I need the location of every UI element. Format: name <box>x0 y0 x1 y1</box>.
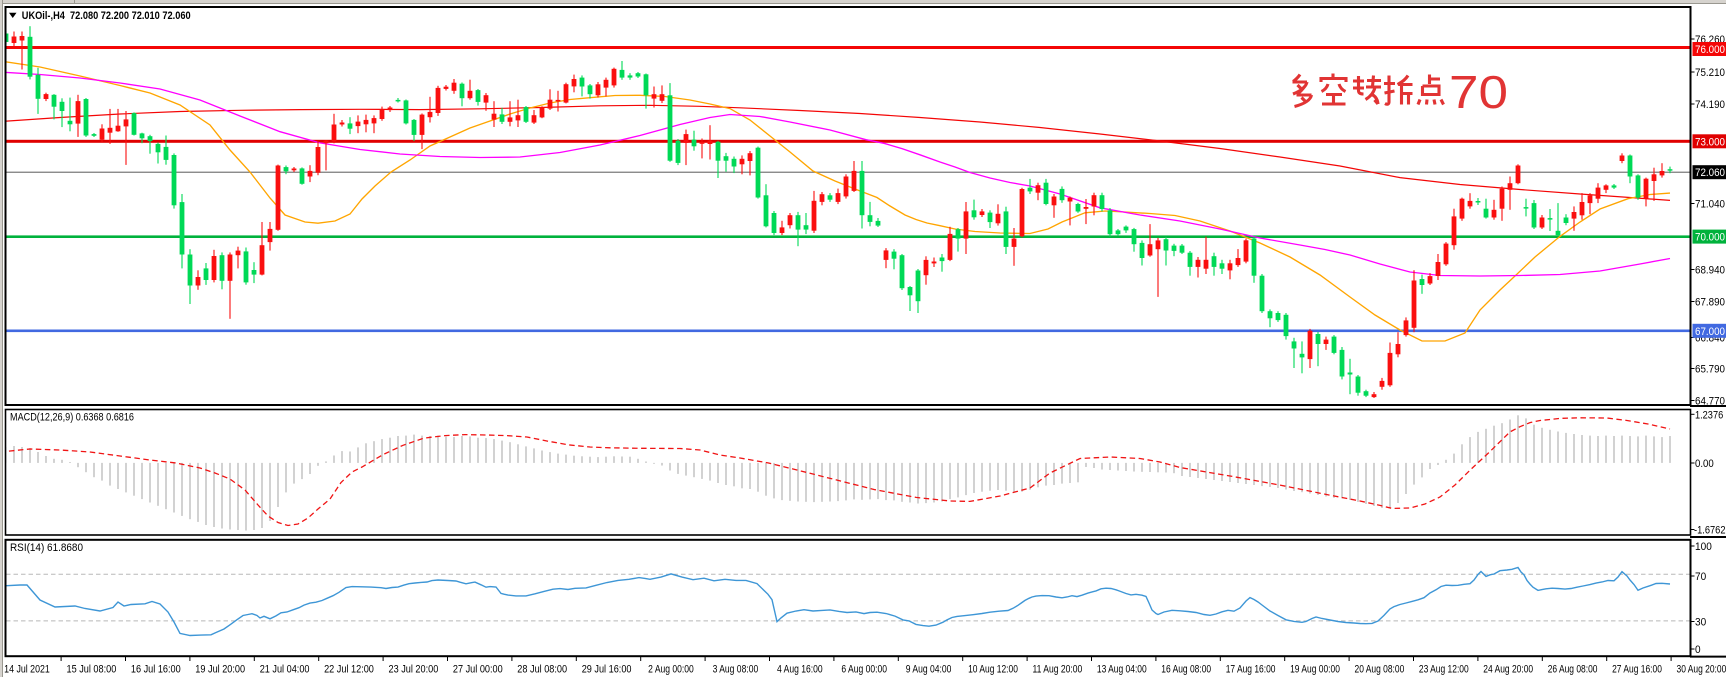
svg-text:67.000: 67.000 <box>1695 326 1725 338</box>
svg-text:27 Aug 16:00: 27 Aug 16:00 <box>1612 664 1662 676</box>
svg-text:29 Jul 16:00: 29 Jul 16:00 <box>582 664 632 676</box>
svg-text:74.190: 74.190 <box>1695 99 1725 111</box>
svg-text:RSI(14) 61.8680: RSI(14) 61.8680 <box>10 542 83 554</box>
svg-text:67.890: 67.890 <box>1695 297 1725 309</box>
svg-text:30: 30 <box>1695 617 1706 629</box>
svg-text:10 Aug 12:00: 10 Aug 12:00 <box>968 664 1018 676</box>
svg-text:-1.6762: -1.6762 <box>1694 525 1726 537</box>
svg-text:65.790: 65.790 <box>1695 364 1725 376</box>
svg-text:28 Jul 08:00: 28 Jul 08:00 <box>517 664 567 676</box>
svg-text:19 Jul 20:00: 19 Jul 20:00 <box>195 664 245 676</box>
svg-text:70: 70 <box>1449 66 1508 118</box>
svg-text:0.00: 0.00 <box>1695 458 1714 470</box>
svg-text:68.940: 68.940 <box>1695 265 1725 277</box>
svg-text:70.000: 70.000 <box>1695 232 1725 244</box>
svg-text:76.000: 76.000 <box>1695 44 1725 56</box>
svg-text:UKOil-,H4 72.080 72.200 72.01: UKOil-,H4 72.080 72.200 72.010 72.060 <box>22 10 191 22</box>
svg-text:22 Jul 12:00: 22 Jul 12:00 <box>324 664 374 676</box>
svg-text:72.060: 72.060 <box>1695 167 1725 179</box>
svg-text:30 Aug 20:00: 30 Aug 20:00 <box>1677 664 1726 676</box>
svg-text:20 Aug 08:00: 20 Aug 08:00 <box>1355 664 1405 676</box>
svg-text:15 Jul 08:00: 15 Jul 08:00 <box>67 664 117 676</box>
svg-text:16 Jul 16:00: 16 Jul 16:00 <box>131 664 181 676</box>
svg-text:13 Aug 04:00: 13 Aug 04:00 <box>1097 664 1147 676</box>
svg-text:64.770: 64.770 <box>1695 396 1725 408</box>
svg-text:73.000: 73.000 <box>1695 136 1725 148</box>
svg-text:3 Aug 08:00: 3 Aug 08:00 <box>713 664 759 676</box>
svg-text:24 Aug 20:00: 24 Aug 20:00 <box>1483 664 1533 676</box>
svg-text:2 Aug 00:00: 2 Aug 00:00 <box>648 664 694 676</box>
svg-text:21 Jul 04:00: 21 Jul 04:00 <box>260 664 310 676</box>
svg-text:75.210: 75.210 <box>1695 67 1725 79</box>
svg-text:27 Jul 00:00: 27 Jul 00:00 <box>453 664 503 676</box>
svg-text:4 Aug 16:00: 4 Aug 16:00 <box>777 664 823 676</box>
svg-text:17 Aug 16:00: 17 Aug 16:00 <box>1226 664 1276 676</box>
svg-text:0: 0 <box>1695 644 1701 656</box>
svg-text:16 Aug 08:00: 16 Aug 08:00 <box>1161 664 1211 676</box>
svg-text:19 Aug 00:00: 19 Aug 00:00 <box>1290 664 1340 676</box>
svg-text:14 Jul 2021: 14 Jul 2021 <box>4 664 50 676</box>
svg-text:26 Aug 08:00: 26 Aug 08:00 <box>1548 664 1598 676</box>
svg-text:9 Aug 04:00: 9 Aug 04:00 <box>906 664 952 676</box>
svg-text:MACD(12,26,9) 0.6368 0.6816: MACD(12,26,9) 0.6368 0.6816 <box>10 412 134 424</box>
svg-text:23 Jul 20:00: 23 Jul 20:00 <box>389 664 439 676</box>
svg-text:1.2376: 1.2376 <box>1695 409 1723 421</box>
svg-text:70: 70 <box>1695 571 1706 583</box>
svg-text:23 Aug 12:00: 23 Aug 12:00 <box>1419 664 1469 676</box>
svg-text:71.040: 71.040 <box>1695 199 1725 211</box>
svg-text:11 Aug 20:00: 11 Aug 20:00 <box>1033 664 1083 676</box>
svg-text:100: 100 <box>1695 541 1712 553</box>
svg-text:6 Aug 00:00: 6 Aug 00:00 <box>841 664 887 676</box>
